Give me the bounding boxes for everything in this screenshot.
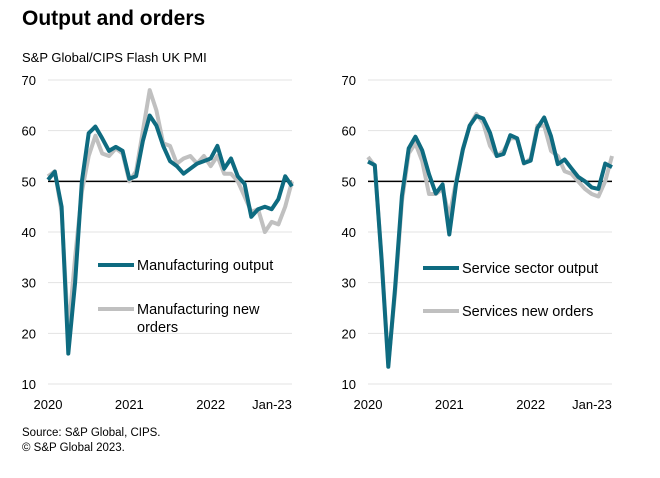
y-tick-label: 10: [22, 377, 36, 392]
x-tick-label: 2021: [435, 397, 464, 412]
y-tick-label: 40: [342, 225, 356, 240]
x-tick-label: Jan-23: [572, 397, 612, 412]
y-tick-label: 30: [342, 276, 356, 291]
source-line: Source: S&P Global, CIPS.: [22, 427, 161, 439]
legend-label: Services new orders: [462, 304, 593, 320]
x-tick-label: 2020: [34, 397, 63, 412]
figure-subtitle: S&P Global/CIPS Flash UK PMI: [22, 50, 207, 65]
y-tick-label: 10: [342, 377, 356, 392]
x-tick-label: Jan-23: [252, 397, 292, 412]
y-tick-label: 30: [22, 276, 36, 291]
figure-title: Output and orders: [22, 7, 206, 30]
y-tick-label: 40: [22, 225, 36, 240]
x-tick-label: 2022: [516, 397, 545, 412]
y-tick-label: 60: [342, 124, 356, 139]
y-tick-label: 50: [342, 174, 356, 189]
source-note: Source: S&P Global, CIPS. © S&P Global 2…: [22, 426, 161, 456]
y-tick-label: 70: [22, 73, 36, 88]
y-tick-label: 70: [342, 73, 356, 88]
y-tick-label: 60: [22, 124, 36, 139]
series-line-service-sector-output: [367, 114, 613, 369]
x-tick-label: 2021: [115, 397, 144, 412]
copyright-line: © S&P Global 2023.: [22, 442, 125, 454]
series-line-manufacturing-output: [46, 113, 294, 356]
legend-label: Manufacturing output: [137, 258, 273, 274]
x-tick-label: 2022: [196, 397, 225, 412]
series-line-services-new-orders: [366, 111, 614, 366]
y-tick-label: 50: [22, 174, 36, 189]
x-tick-label: 2020: [354, 397, 383, 412]
y-tick-label: 20: [342, 326, 356, 341]
legend-label: Manufacturing new orders: [137, 302, 260, 336]
legend-label: Service sector output: [462, 261, 598, 277]
y-tick-label: 20: [22, 326, 36, 341]
